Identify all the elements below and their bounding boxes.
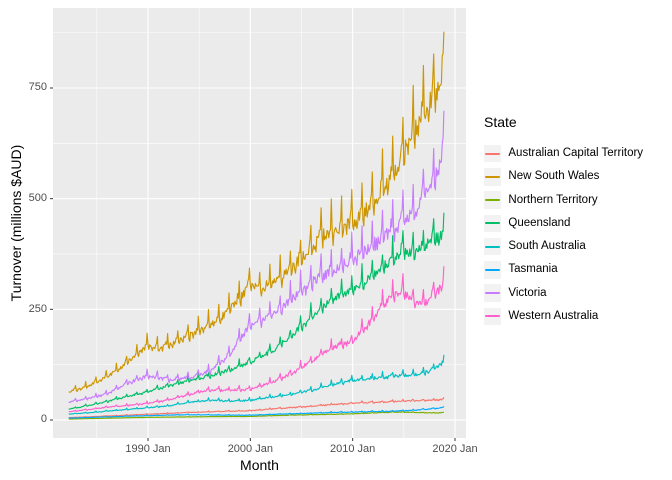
legend: State Australian Capital Territory New S… xyxy=(484,112,670,328)
legend-entry-label: Queensland xyxy=(508,216,571,229)
y-axis-title: Turnover (millions $AUD) xyxy=(8,144,24,302)
y-tick-label: 0 xyxy=(40,413,47,426)
legend-entry-label: Northern Territory xyxy=(508,193,598,206)
y-tick-label: 250 xyxy=(28,302,47,315)
legend-entry: Tasmania xyxy=(484,258,670,281)
legend-entry-label: Western Australia xyxy=(508,309,599,322)
legend-title: State xyxy=(484,114,517,130)
legend-entry: Australian Capital Territory xyxy=(484,142,670,165)
line-swatch-icon xyxy=(485,222,501,225)
legend-entry-label: Australian Capital Territory xyxy=(508,147,644,160)
legend-entry-label: New South Wales xyxy=(508,170,600,183)
legend-key xyxy=(484,307,502,326)
y-tick-label: 750 xyxy=(28,81,47,94)
legend-entry: New South Wales xyxy=(484,165,670,188)
y-tick-label: 500 xyxy=(28,192,47,205)
legend-key xyxy=(484,144,502,163)
x-tick-label: 2000 Jan xyxy=(227,443,273,455)
line-swatch-icon xyxy=(485,315,501,318)
line-swatch-icon xyxy=(485,292,501,295)
legend-entry-label: Victoria xyxy=(508,286,547,299)
line-swatch-icon xyxy=(485,245,501,248)
legend-key xyxy=(484,168,502,186)
legend-key xyxy=(484,261,502,279)
x-axis-title: Month xyxy=(240,457,279,473)
legend-key xyxy=(484,284,502,302)
legend-key xyxy=(484,237,502,256)
legend-key xyxy=(484,191,502,209)
legend-entry: South Australia xyxy=(484,235,670,258)
legend-entry-label: Tasmania xyxy=(508,263,558,276)
legend-key xyxy=(484,214,502,233)
legend-entry: Victoria xyxy=(484,282,670,305)
legend-entry: Queensland xyxy=(484,212,670,235)
line-swatch-icon xyxy=(485,268,501,271)
line-swatch-icon xyxy=(485,152,501,155)
legend-entry: Northern Territory xyxy=(484,189,670,212)
legend-entry-label: South Australia xyxy=(508,240,586,253)
x-tick-label: 2010 Jan xyxy=(330,443,376,455)
x-tick-label: 1990 Jan xyxy=(125,443,171,455)
legend-entry: Western Australia xyxy=(484,305,670,328)
line-swatch-icon xyxy=(485,175,501,178)
x-tick-label: 2020 Jan xyxy=(432,443,478,455)
line-swatch-icon xyxy=(485,199,501,202)
